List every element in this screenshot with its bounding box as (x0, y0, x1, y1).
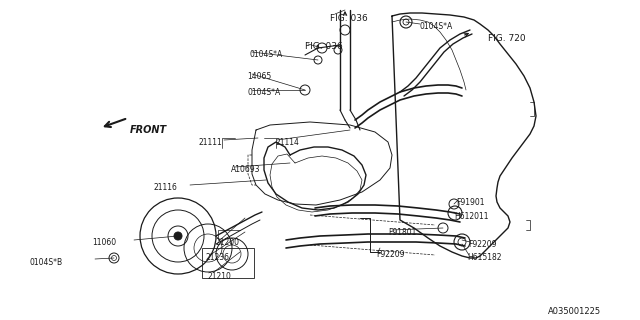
Text: 0104S*A: 0104S*A (420, 22, 453, 31)
Text: FIG. 036: FIG. 036 (305, 42, 343, 51)
Text: F92209: F92209 (376, 250, 404, 259)
Text: 21116: 21116 (153, 183, 177, 192)
Text: 0104S*A: 0104S*A (249, 50, 282, 59)
Text: 0104S*A: 0104S*A (247, 88, 280, 97)
Circle shape (174, 232, 182, 240)
Text: H615182: H615182 (467, 253, 502, 262)
Text: 21111: 21111 (198, 138, 222, 147)
Text: H612011: H612011 (454, 212, 488, 221)
Text: 0104S*B: 0104S*B (30, 258, 63, 267)
Text: FIG. 036: FIG. 036 (330, 14, 368, 23)
Text: 21210: 21210 (208, 272, 232, 281)
Text: 11060: 11060 (92, 238, 116, 247)
Text: A10693: A10693 (231, 165, 260, 174)
Text: A035001225: A035001225 (548, 307, 601, 316)
Text: F92209: F92209 (468, 240, 497, 249)
Text: F91901: F91901 (456, 198, 484, 207)
Text: FRONT: FRONT (130, 125, 167, 135)
Text: 21200: 21200 (216, 238, 240, 247)
Text: 21114: 21114 (275, 138, 299, 147)
Bar (202, 248, 254, 278)
Text: 21236: 21236 (205, 253, 229, 262)
Text: F91801: F91801 (388, 228, 417, 237)
Text: 14065: 14065 (247, 72, 271, 81)
Text: FIG. 720: FIG. 720 (488, 34, 525, 43)
